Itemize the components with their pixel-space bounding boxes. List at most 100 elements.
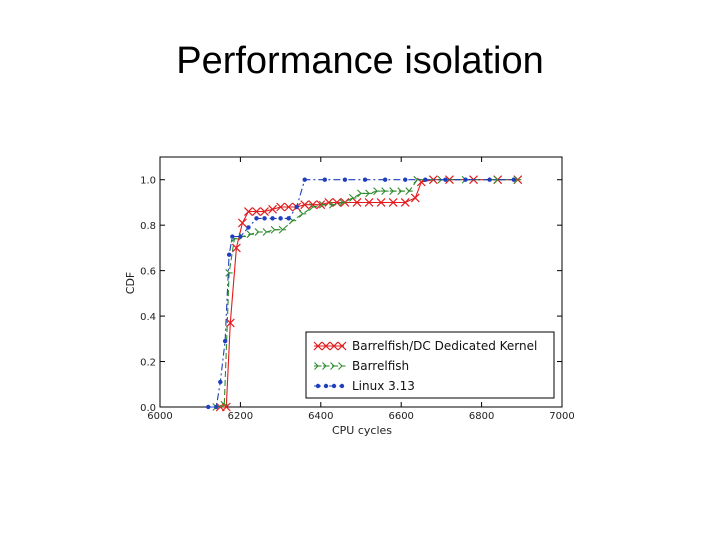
legend-marker [338,362,346,370]
legend-marker [322,362,330,370]
y-axis-label: CDF [124,272,137,294]
marker-stroke [349,197,354,202]
marker-stroke [328,204,334,209]
data-point [298,209,307,218]
marker-stroke [318,200,324,206]
marker-stroke [308,206,314,211]
marker-stroke [381,190,386,195]
data-point [246,225,251,230]
marker-stroke [270,229,275,234]
marker-stroke [298,213,304,218]
marker-stroke [220,400,225,406]
data-point [220,400,228,409]
marker-stroke [230,238,235,243]
legend-entry: Barrelfish/DC Dedicated Kernel [313,339,537,353]
marker-stroke [254,228,259,233]
marker-stroke [244,207,253,216]
legend-label: Linux 3.13 [352,379,415,393]
data-point [244,207,253,216]
data-point [231,243,241,253]
legend-marker [329,341,339,351]
legend-marker [314,362,322,370]
data-point [381,187,389,195]
marker-stroke [321,341,331,351]
data-point [349,194,357,202]
legend-label: Barrelfish [352,359,409,373]
data-point [214,404,219,410]
marker-stroke [400,198,410,207]
marker-stroke [313,341,323,351]
data-point [206,404,211,410]
legend-entry: Barrelfish [314,359,409,373]
data-point [268,204,277,214]
marker-stroke [357,189,362,194]
y-tick-label: 1.0 [140,176,156,187]
data-point [230,234,235,239]
marker-stroke [260,207,269,216]
marker-stroke [300,200,310,210]
x-tick-label: 6200 [228,411,253,422]
data-point [278,216,283,221]
marker-stroke [268,204,277,214]
legend-marker [331,383,337,389]
data-point [260,207,269,216]
marker-stroke [381,187,386,192]
marker-stroke [405,187,410,192]
marker-stroke [278,229,283,234]
data-point [276,202,286,212]
marker-stroke [225,272,230,277]
marker-stroke [270,225,275,231]
marker-stroke [328,200,334,206]
data-point [238,234,243,239]
marker-stroke [318,204,324,209]
data-point [403,177,408,182]
marker-stroke [349,194,354,199]
data-point [302,177,307,182]
data-point [225,269,233,277]
marker-stroke [262,228,267,233]
data-point [423,177,428,182]
marker-stroke [252,207,261,216]
data-point [308,203,317,211]
marker-stroke [338,365,343,370]
data-point [270,225,279,234]
y-tick-label: 0.6 [140,267,156,278]
data-point [318,200,327,209]
data-point [262,228,271,236]
x-tick-label: 6400 [308,411,333,422]
marker-stroke [373,187,378,192]
marker-stroke [308,203,314,208]
marker-stroke [388,198,398,207]
legend: Barrelfish/DC Dedicated Kernel Barrelfish… [305,331,555,399]
x-tick-label: 6800 [469,411,494,422]
marker-stroke [254,231,259,236]
marker-stroke [493,179,499,184]
data-point [405,187,413,195]
marker-stroke [397,190,402,195]
data-point [252,207,261,216]
marker-stroke [314,362,319,367]
data-point [373,187,381,195]
marker-stroke [330,365,335,370]
marker-stroke [365,192,370,198]
data-point [487,177,492,182]
marker-stroke [329,341,339,351]
legend-marker [323,383,329,389]
marker-stroke [288,220,294,225]
data-point [352,198,362,207]
data-point [254,216,259,221]
data-point [410,193,420,203]
marker-stroke [513,175,519,181]
marker-stroke [410,193,420,203]
x-tick-label: 6000 [147,411,172,422]
data-point [294,204,299,210]
data-point [254,228,262,236]
legend-entry: Linux 3.13 [314,379,415,393]
data-point [400,198,410,207]
marker-stroke [437,175,442,181]
data-point [278,225,287,234]
marker-stroke [237,218,247,228]
data-point [226,252,232,257]
series-layer [206,175,523,412]
marker-stroke [314,365,319,370]
